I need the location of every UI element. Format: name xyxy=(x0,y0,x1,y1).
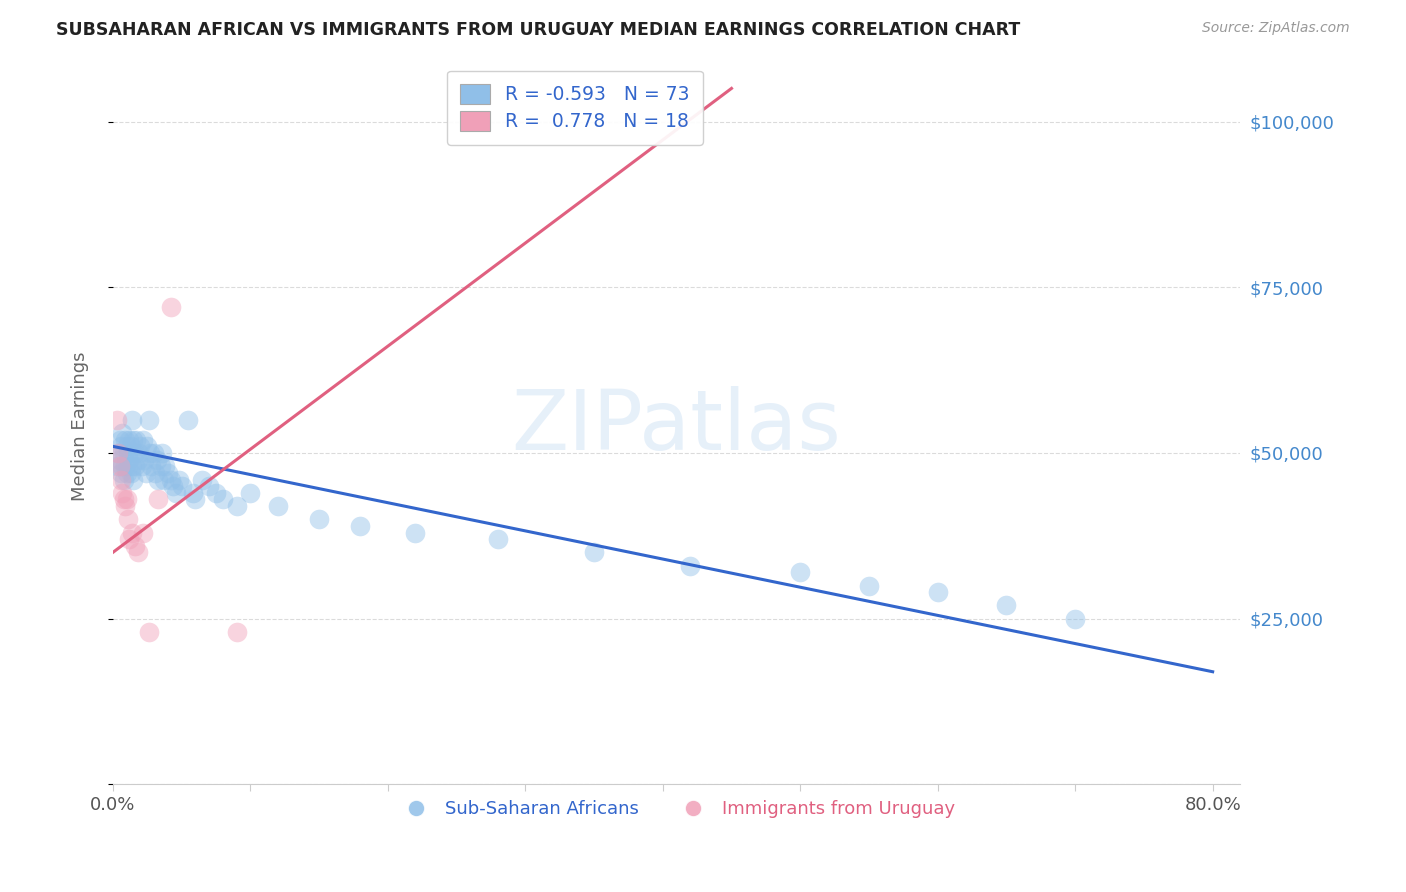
Point xyxy=(120,439,142,453)
Point xyxy=(108,459,131,474)
Point xyxy=(128,446,150,460)
Point xyxy=(858,578,880,592)
Point xyxy=(129,439,152,453)
Point xyxy=(139,446,162,460)
Point xyxy=(111,459,134,474)
Point xyxy=(121,525,143,540)
Point xyxy=(120,466,142,480)
Point xyxy=(117,459,139,474)
Point xyxy=(115,466,138,480)
Point xyxy=(177,413,200,427)
Point xyxy=(107,446,129,460)
Point xyxy=(114,433,136,447)
Point xyxy=(156,466,179,480)
Point xyxy=(132,525,155,540)
Point xyxy=(146,452,169,467)
Point xyxy=(118,433,141,447)
Point xyxy=(115,439,138,453)
Point xyxy=(110,439,132,453)
Text: ZIPatlas: ZIPatlas xyxy=(512,386,841,467)
Point xyxy=(138,413,160,427)
Point xyxy=(131,459,153,474)
Point xyxy=(165,485,187,500)
Point xyxy=(118,532,141,546)
Point xyxy=(108,452,131,467)
Point xyxy=(349,519,371,533)
Point xyxy=(117,512,139,526)
Legend: Sub-Saharan Africans, Immigrants from Uruguay: Sub-Saharan Africans, Immigrants from Ur… xyxy=(391,793,962,825)
Point xyxy=(111,485,134,500)
Point xyxy=(145,466,167,480)
Point xyxy=(1064,612,1087,626)
Point xyxy=(404,525,426,540)
Point xyxy=(191,473,214,487)
Point xyxy=(159,300,181,314)
Point xyxy=(124,446,146,460)
Point xyxy=(132,433,155,447)
Point xyxy=(582,545,605,559)
Point xyxy=(105,413,128,427)
Point xyxy=(112,473,135,487)
Point xyxy=(111,426,134,441)
Point xyxy=(995,599,1018,613)
Point xyxy=(121,459,143,474)
Point xyxy=(225,624,247,639)
Point xyxy=(150,446,173,460)
Point xyxy=(110,466,132,480)
Point xyxy=(110,473,132,487)
Point xyxy=(927,585,949,599)
Text: SUBSAHARAN AFRICAN VS IMMIGRANTS FROM URUGUAY MEDIAN EARNINGS CORRELATION CHART: SUBSAHARAN AFRICAN VS IMMIGRANTS FROM UR… xyxy=(56,21,1021,38)
Point xyxy=(679,558,702,573)
Point xyxy=(267,499,290,513)
Point xyxy=(118,452,141,467)
Point xyxy=(167,473,190,487)
Point xyxy=(117,446,139,460)
Point xyxy=(124,459,146,474)
Y-axis label: Median Earnings: Median Earnings xyxy=(72,351,89,501)
Point xyxy=(148,492,170,507)
Point xyxy=(105,459,128,474)
Point xyxy=(136,439,159,453)
Point xyxy=(115,492,138,507)
Point xyxy=(486,532,509,546)
Point xyxy=(308,512,330,526)
Point xyxy=(135,466,157,480)
Point xyxy=(122,473,145,487)
Point xyxy=(198,479,221,493)
Point xyxy=(124,539,146,553)
Point xyxy=(184,492,207,507)
Point xyxy=(239,485,262,500)
Point xyxy=(162,479,184,493)
Point xyxy=(112,446,135,460)
Point xyxy=(152,473,174,487)
Point xyxy=(225,499,247,513)
Point xyxy=(170,479,193,493)
Point xyxy=(127,545,149,559)
Point xyxy=(134,452,156,467)
Point xyxy=(159,473,181,487)
Point xyxy=(107,446,129,460)
Point xyxy=(149,459,172,474)
Point xyxy=(114,499,136,513)
Point xyxy=(153,459,176,474)
Point xyxy=(138,624,160,639)
Point xyxy=(108,433,131,447)
Text: Source: ZipAtlas.com: Source: ZipAtlas.com xyxy=(1202,21,1350,35)
Point xyxy=(112,492,135,507)
Point xyxy=(181,485,204,500)
Point xyxy=(121,413,143,427)
Point xyxy=(205,485,228,500)
Point xyxy=(127,452,149,467)
Point xyxy=(114,459,136,474)
Point xyxy=(211,492,233,507)
Point xyxy=(141,459,163,474)
Point xyxy=(143,446,166,460)
Point xyxy=(148,473,170,487)
Point xyxy=(122,433,145,447)
Point xyxy=(125,433,148,447)
Point xyxy=(789,566,811,580)
